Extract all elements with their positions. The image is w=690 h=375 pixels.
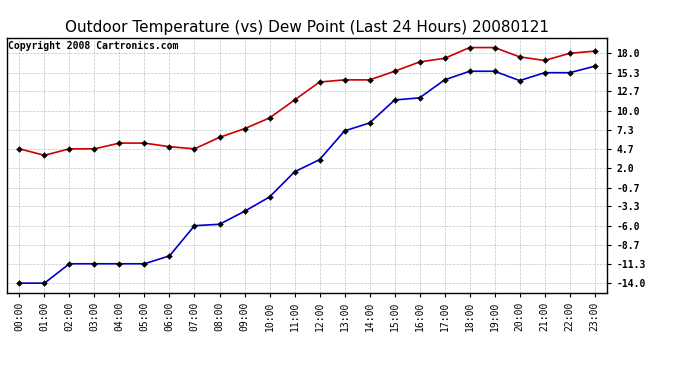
Title: Outdoor Temperature (vs) Dew Point (Last 24 Hours) 20080121: Outdoor Temperature (vs) Dew Point (Last… <box>65 20 549 35</box>
Text: Copyright 2008 Cartronics.com: Copyright 2008 Cartronics.com <box>8 41 179 51</box>
